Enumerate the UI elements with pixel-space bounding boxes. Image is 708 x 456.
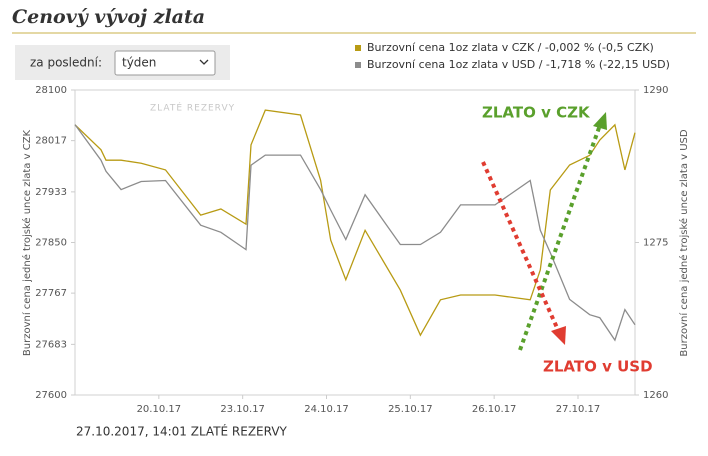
arrow-head [593, 112, 607, 130]
y-tick-label: 28017 [35, 136, 67, 147]
x-tick-label: 25.10.17 [388, 404, 433, 415]
y2-tick-label: 1260 [643, 390, 668, 401]
footer: 27.10.2017, 14:01 ZLATÉ REZERVY [76, 424, 288, 439]
chart-title: Cenový vývoj zlata [12, 6, 205, 28]
czk-arrow [518, 112, 607, 351]
plot-area [74, 89, 636, 396]
y-tick-label: 27683 [35, 339, 67, 350]
arrow-line [481, 161, 560, 331]
x-tick-label: 26.10.17 [472, 404, 517, 415]
watermark: ZLATÉ REZERVY [150, 102, 235, 114]
x-tick-label: 27.10.17 [556, 404, 601, 415]
y-axis-label: Burzovní cena jedné trojské unce zlata v… [21, 129, 33, 356]
select-box[interactable] [114, 50, 216, 76]
annotation: ZLATO v CZK [482, 104, 591, 122]
select-chevron[interactable] [199, 59, 209, 65]
y-tick-label: 27600 [35, 390, 67, 401]
usd-arrow [481, 161, 566, 345]
y-tick-label: 27933 [35, 187, 67, 198]
legend-swatch [355, 45, 361, 51]
x-tick-label: 23.10.17 [220, 404, 265, 415]
arrow-head [551, 326, 566, 345]
select-value[interactable]: týden [122, 56, 156, 70]
annotation: ZLATO v USD [543, 358, 653, 376]
x-tick-label: 24.10.17 [304, 404, 349, 415]
legend-swatch [355, 62, 361, 68]
period-label: za poslední: [30, 56, 102, 70]
y2-axis-label: Burzovní cena jedné trojské unce zlata v… [678, 129, 690, 356]
legend-label: Burzovní cena 1oz zlata v CZK / -0,002 %… [367, 41, 654, 54]
y-tick-label: 27767 [35, 288, 67, 299]
y-tick-label: 28100 [35, 85, 67, 96]
x-tick-label: 20.10.17 [137, 404, 182, 415]
period-select[interactable]: týden [114, 50, 216, 76]
y2-tick-label: 1290 [643, 85, 668, 96]
legend-label: Burzovní cena 1oz zlata v USD / -1,718 %… [367, 58, 670, 71]
plot [74, 109, 636, 342]
y-tick-label: 27850 [35, 238, 67, 249]
y2-tick-label: 1275 [643, 238, 668, 249]
series-line [74, 124, 636, 342]
series-line [74, 109, 636, 337]
